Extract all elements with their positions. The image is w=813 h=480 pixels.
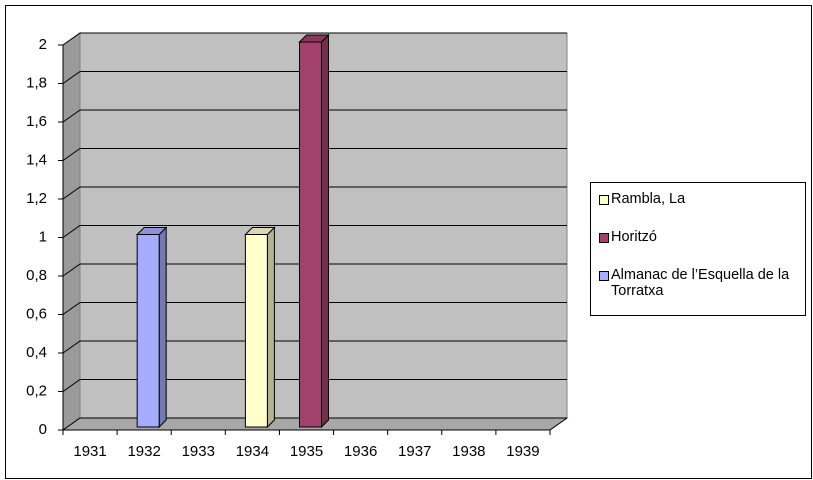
grid-line — [62, 186, 567, 200]
bar-front — [136, 234, 160, 428]
x-axis-depth — [549, 417, 568, 431]
grid-line — [62, 32, 567, 46]
bar-side — [321, 33, 329, 429]
y-tick-label: 0,4 — [26, 344, 47, 361]
legend-label: Rambla, La — [611, 191, 686, 207]
grid-line — [62, 263, 567, 277]
y-tick-label: 1,8 — [26, 74, 47, 91]
grid-line — [62, 379, 567, 392]
legend-item: Horitzó — [595, 229, 801, 245]
bar — [135, 226, 168, 429]
grid-line — [62, 148, 567, 161]
grid-line — [62, 109, 567, 123]
legend-label: Horitzó — [611, 229, 657, 245]
legend-item: Rambla, La — [595, 191, 801, 207]
bar — [298, 33, 330, 429]
legend-swatch — [599, 233, 609, 243]
y-tick-label: 2 — [39, 36, 47, 53]
y-tick-label: 1,6 — [26, 113, 47, 130]
bar-front — [299, 41, 322, 428]
y-tick-label: 0,6 — [26, 305, 47, 322]
legend-swatch — [599, 271, 609, 281]
legend: Rambla, La Horitzó Almanac de l’Esquella d… — [590, 182, 806, 316]
bar — [244, 226, 276, 429]
y-tick-label: 0,2 — [26, 382, 47, 399]
y-tick-label: 1 — [39, 228, 47, 245]
bar-front — [244, 234, 268, 428]
x-tick-label: 1936 — [344, 443, 377, 460]
x-tick-label: 1934 — [236, 443, 269, 460]
grid-line — [62, 340, 567, 354]
bar-side — [266, 226, 275, 429]
grid-line — [62, 71, 567, 84]
legend-item: Almanac de l’Esquella de la Torratxa — [595, 267, 801, 299]
x-tick-label: 1938 — [452, 443, 485, 460]
y-tick-label: 0,8 — [26, 267, 47, 284]
x-tick-label: 1932 — [127, 443, 160, 460]
grid-line — [62, 302, 567, 315]
legend-swatch — [599, 195, 609, 205]
x-tick-label: 1933 — [182, 443, 215, 460]
y-tick-label: 0 — [39, 421, 47, 438]
bar-side — [158, 226, 167, 429]
grid-line — [62, 225, 567, 238]
y-tick-label: 1,4 — [26, 151, 47, 168]
x-tick-label: 1939 — [506, 443, 539, 460]
x-tick-label: 1937 — [398, 443, 431, 460]
x-tick-label: 1931 — [73, 443, 106, 460]
legend-label: Almanac de l’Esquella de la Torratxa — [611, 267, 790, 299]
y-tick-label: 1,2 — [26, 190, 47, 207]
x-tick-label: 1935 — [290, 443, 323, 460]
grid-line — [62, 417, 567, 431]
